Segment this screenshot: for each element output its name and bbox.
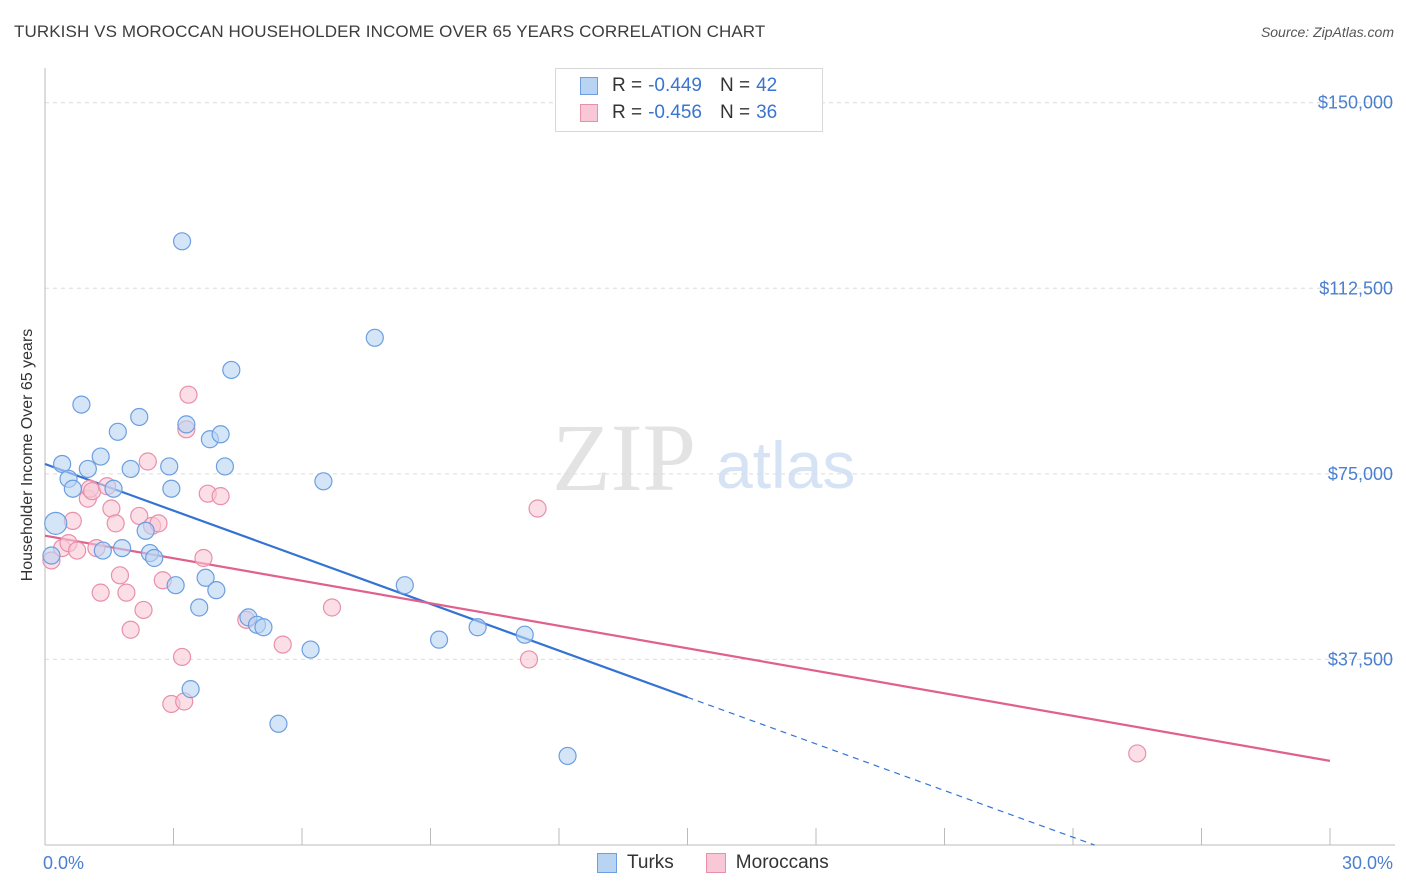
- turks-point: [78, 459, 97, 479]
- moroccans-point: [211, 487, 230, 506]
- moroccans-point: [322, 598, 342, 617]
- moroccans-point: [138, 452, 157, 471]
- turks-points: [42, 232, 577, 766]
- y-tick-label: $75,000: [1328, 464, 1393, 484]
- moroccans-point: [106, 514, 125, 533]
- moroccans-trend-line: [44, 534, 1331, 762]
- x-tick-label-min: 0.0%: [43, 853, 84, 873]
- moroccans-point: [91, 583, 110, 602]
- axes: [44, 68, 1395, 846]
- moroccans-swatch: [580, 104, 598, 122]
- turks-point: [104, 479, 123, 498]
- moroccans-point: [179, 385, 198, 404]
- turks-point: [301, 640, 320, 659]
- turks-swatch: [580, 77, 598, 95]
- watermark-zip: ZIP: [552, 404, 696, 511]
- turks-point: [172, 232, 192, 251]
- zipatlas-watermark: ZIP atlas: [552, 404, 855, 511]
- turks-trend-line-extension: [687, 696, 1095, 846]
- turks-point: [515, 625, 534, 644]
- n-label: N =: [719, 102, 751, 123]
- turks-point: [429, 630, 449, 649]
- turks-point: [93, 541, 112, 560]
- turks-point: [72, 395, 91, 414]
- moroccans-point: [121, 620, 140, 639]
- turks-point: [207, 581, 226, 600]
- moroccans-point: [273, 635, 292, 654]
- chart-source: Source: ZipAtlas.com: [1260, 24, 1394, 40]
- turks-point: [130, 407, 149, 427]
- turks-point: [112, 538, 132, 558]
- moroccans-r-value: -0.456: [648, 102, 702, 123]
- turks-legend-label: Turks: [627, 852, 674, 873]
- turks-point: [145, 548, 164, 568]
- turks-n-value: 42: [756, 75, 778, 96]
- moroccans-point: [194, 548, 213, 568]
- turks-r-value: -0.449: [648, 75, 702, 96]
- turks-point: [121, 459, 140, 479]
- legend-item-turks[interactable]: Turks: [597, 852, 674, 874]
- y-tick-label: $112,500: [1319, 278, 1393, 298]
- series-legend: Turks Moroccans: [597, 852, 861, 874]
- legend-row-moroccans: R = -0.456 N = 36: [580, 101, 777, 125]
- turks-point: [177, 415, 196, 434]
- legend-item-moroccans[interactable]: Moroccans: [705, 852, 829, 874]
- turks-point: [558, 746, 577, 766]
- x-tick-label-max: 30.0%: [1342, 853, 1393, 873]
- moroccans-legend-label: Moroccans: [735, 852, 829, 873]
- y-tick-labels: $37,500 $75,000 $112,500 $150,000: [1318, 93, 1393, 670]
- r-label: R =: [612, 75, 643, 96]
- moroccans-point: [110, 566, 130, 585]
- turks-point: [108, 422, 127, 441]
- x-tick-labels: 0.0% 30.0%: [43, 853, 1393, 873]
- turks-point: [42, 546, 61, 565]
- turks-point: [181, 680, 200, 699]
- turks-point: [395, 576, 414, 595]
- moroccans-point: [528, 499, 547, 518]
- trend-lines: [44, 462, 1331, 846]
- turks-point: [196, 568, 215, 587]
- turks-point: [269, 714, 288, 733]
- turks-point: [160, 457, 179, 476]
- turks-point: [166, 576, 185, 595]
- moroccans-point: [68, 541, 87, 560]
- turks-point: [190, 598, 209, 617]
- turks-point: [254, 618, 273, 637]
- turks-point: [91, 447, 110, 466]
- moroccans-point: [134, 600, 153, 620]
- moroccans-point: [117, 583, 136, 602]
- r-label: R =: [612, 102, 643, 123]
- moroccans-n-value: 36: [756, 102, 778, 123]
- correlation-legend: R = -0.449 N = 42 R = -0.456 N = 36: [555, 68, 823, 132]
- moroccans-point: [1128, 744, 1147, 763]
- turks-trend-line: [44, 462, 688, 699]
- turks-point: [44, 511, 68, 535]
- moroccans-legend-swatch: [705, 853, 726, 873]
- turks-point: [314, 472, 333, 491]
- turks-point: [162, 479, 181, 498]
- turks-point: [365, 328, 384, 347]
- y-tick-label: $37,500: [1328, 649, 1393, 669]
- turks-point: [215, 457, 234, 476]
- moroccans-points: [42, 385, 1147, 763]
- moroccans-point: [172, 647, 192, 667]
- turks-point: [211, 425, 230, 444]
- turks-point: [63, 479, 82, 498]
- y-tick-label: $150,000: [1318, 93, 1393, 113]
- legend-row-turks: R = -0.449 N = 42: [580, 74, 777, 98]
- turks-point: [136, 521, 155, 540]
- grid-lines: [45, 102, 1395, 660]
- turks-legend-swatch: [597, 853, 617, 873]
- turks-point: [468, 618, 487, 637]
- turks-point: [222, 360, 241, 380]
- moroccans-point: [519, 650, 539, 669]
- chart-title: TURKISH VS MOROCCAN HOUSEHOLDER INCOME O…: [14, 22, 766, 41]
- watermark-atlas: atlas: [716, 428, 855, 502]
- n-label: N =: [719, 75, 751, 96]
